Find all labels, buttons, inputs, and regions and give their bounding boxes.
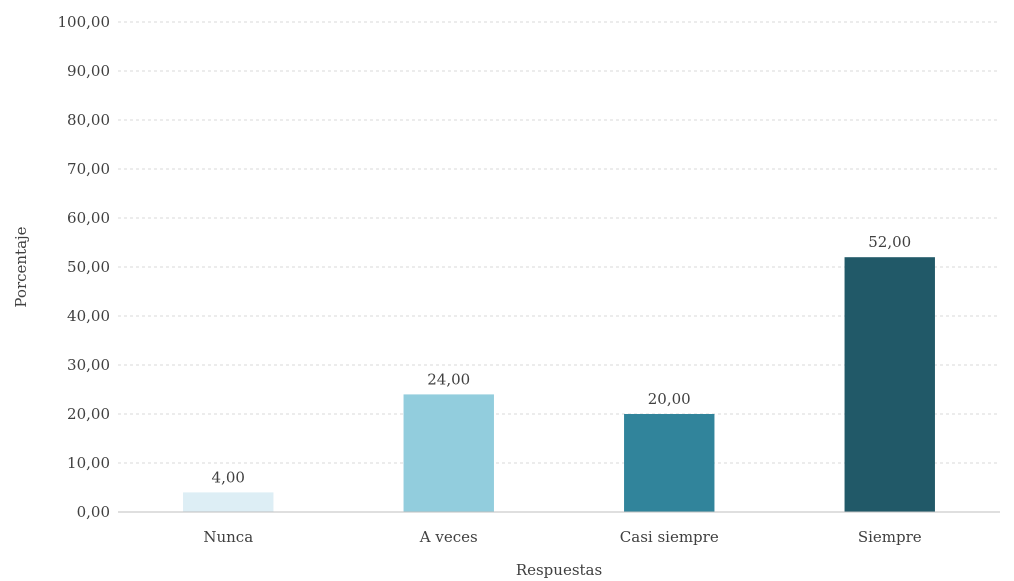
y-tick-label: 70,00 (67, 160, 110, 178)
y-tick-label: 80,00 (67, 111, 110, 129)
data-label: 4,00 (212, 468, 245, 486)
bars (183, 257, 935, 512)
y-axis-tick-labels: 0,00 10,00 20,00 30,00 40,00 50,00 60,00 70,00 8… (58, 13, 111, 521)
bar (844, 257, 935, 512)
y-axis-title: Porcentaje (12, 226, 30, 307)
y-tick-label: 0,00 (77, 503, 110, 521)
y-tick-label: 40,00 (67, 307, 110, 325)
y-tick-label: 90,00 (67, 62, 110, 80)
x-tick-label: Casi siempre (620, 528, 719, 546)
y-tick-label: 60,00 (67, 209, 110, 227)
y-tick-label: 20,00 (67, 405, 110, 423)
x-axis-title: Respuestas (516, 561, 602, 579)
y-tick-label: 50,00 (67, 258, 110, 276)
bar (403, 394, 494, 512)
data-labels: 4,00 24,00 20,00 52,00 (212, 233, 912, 486)
x-tick-label: A veces (419, 528, 478, 546)
bar (624, 414, 715, 512)
data-label: 20,00 (648, 390, 691, 408)
gridlines (118, 21, 1000, 464)
x-axis-tick-labels: Nunca A veces Casi siempre Siempre (203, 528, 921, 546)
x-tick-label: Siempre (858, 528, 922, 546)
y-tick-label: 10,00 (67, 454, 110, 472)
data-label: 24,00 (427, 370, 470, 388)
bar (183, 492, 274, 512)
data-label: 52,00 (868, 233, 911, 251)
y-tick-label: 100,00 (58, 13, 111, 31)
x-tick-label: Nunca (203, 528, 253, 546)
y-tick-label: 30,00 (67, 356, 110, 374)
